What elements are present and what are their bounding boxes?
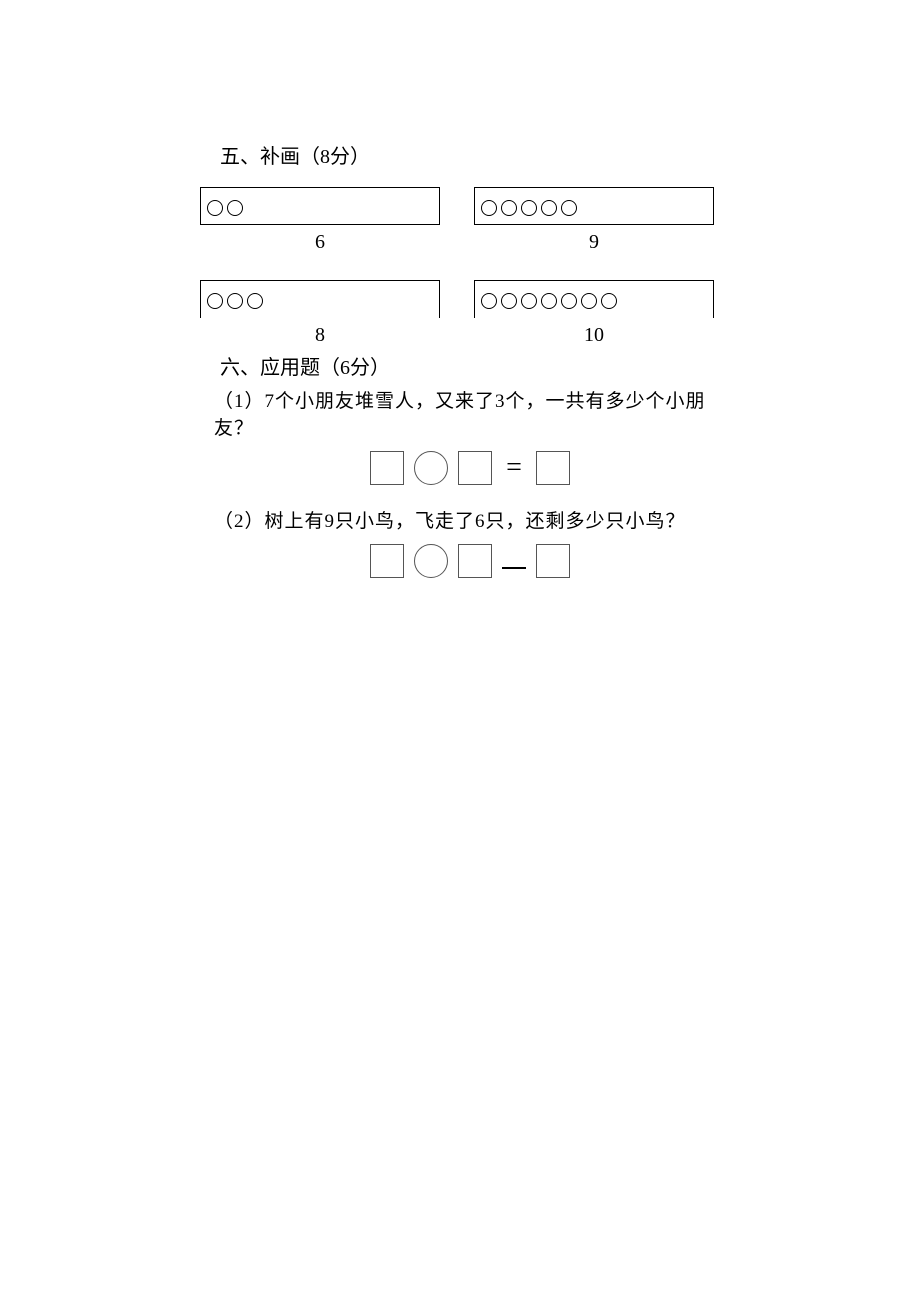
buhua-number-2: 9 <box>474 231 714 254</box>
circle-icon <box>481 293 497 309</box>
answer-box[interactable] <box>370 544 404 578</box>
buhua-box-2[interactable] <box>474 187 714 225</box>
question-2-text: （2）树上有9只小鸟，飞走了6只，还剩多少只小鸟？ <box>214 506 740 533</box>
circle-icon <box>501 293 517 309</box>
buhua-row-1 <box>200 187 740 225</box>
equals-sign: = <box>502 451 526 485</box>
circle-icon <box>521 200 537 216</box>
answer-box[interactable] <box>458 544 492 578</box>
answer-box[interactable] <box>370 451 404 485</box>
buhua-box-4[interactable] <box>474 280 714 318</box>
circle-icon <box>561 200 577 216</box>
buhua-numbers-row-1: 6 9 <box>200 231 740 254</box>
buhua-number-3: 8 <box>200 324 440 347</box>
operator-box[interactable] <box>414 451 448 485</box>
circle-icon <box>207 200 223 216</box>
circle-icon <box>521 293 537 309</box>
dash-sign <box>502 544 526 578</box>
section5-title: 五、补画（8分） <box>220 140 740 169</box>
circle-icon <box>227 293 243 309</box>
circle-icon <box>227 200 243 216</box>
question-1-text: （1）7个小朋友堆雪人，又来了3个，一共有多少个小朋友？ <box>214 386 740 440</box>
circle-icon <box>501 200 517 216</box>
buhua-box-3[interactable] <box>200 280 440 318</box>
circle-icon <box>247 293 263 309</box>
circle-icon <box>601 293 617 309</box>
equation-row-1: = <box>200 448 740 488</box>
circle-icon <box>561 293 577 309</box>
answer-box[interactable] <box>536 544 570 578</box>
circle-icon <box>481 200 497 216</box>
circle-icon <box>207 293 223 309</box>
circle-icon <box>541 293 557 309</box>
buhua-row-2 <box>200 280 740 318</box>
circle-icon <box>581 293 597 309</box>
answer-box[interactable] <box>458 451 492 485</box>
buhua-numbers-row-2: 8 10 <box>200 324 740 347</box>
buhua-number-4: 10 <box>474 324 714 347</box>
buhua-box-1[interactable] <box>200 187 440 225</box>
buhua-number-1: 6 <box>200 231 440 254</box>
operator-box[interactable] <box>414 544 448 578</box>
section6-title: 六、应用题（6分） <box>220 351 740 380</box>
equation-row-2 <box>200 541 740 581</box>
answer-box[interactable] <box>536 451 570 485</box>
worksheet-page: 五、补画（8分） 6 9 <box>0 0 740 581</box>
circle-icon <box>541 200 557 216</box>
